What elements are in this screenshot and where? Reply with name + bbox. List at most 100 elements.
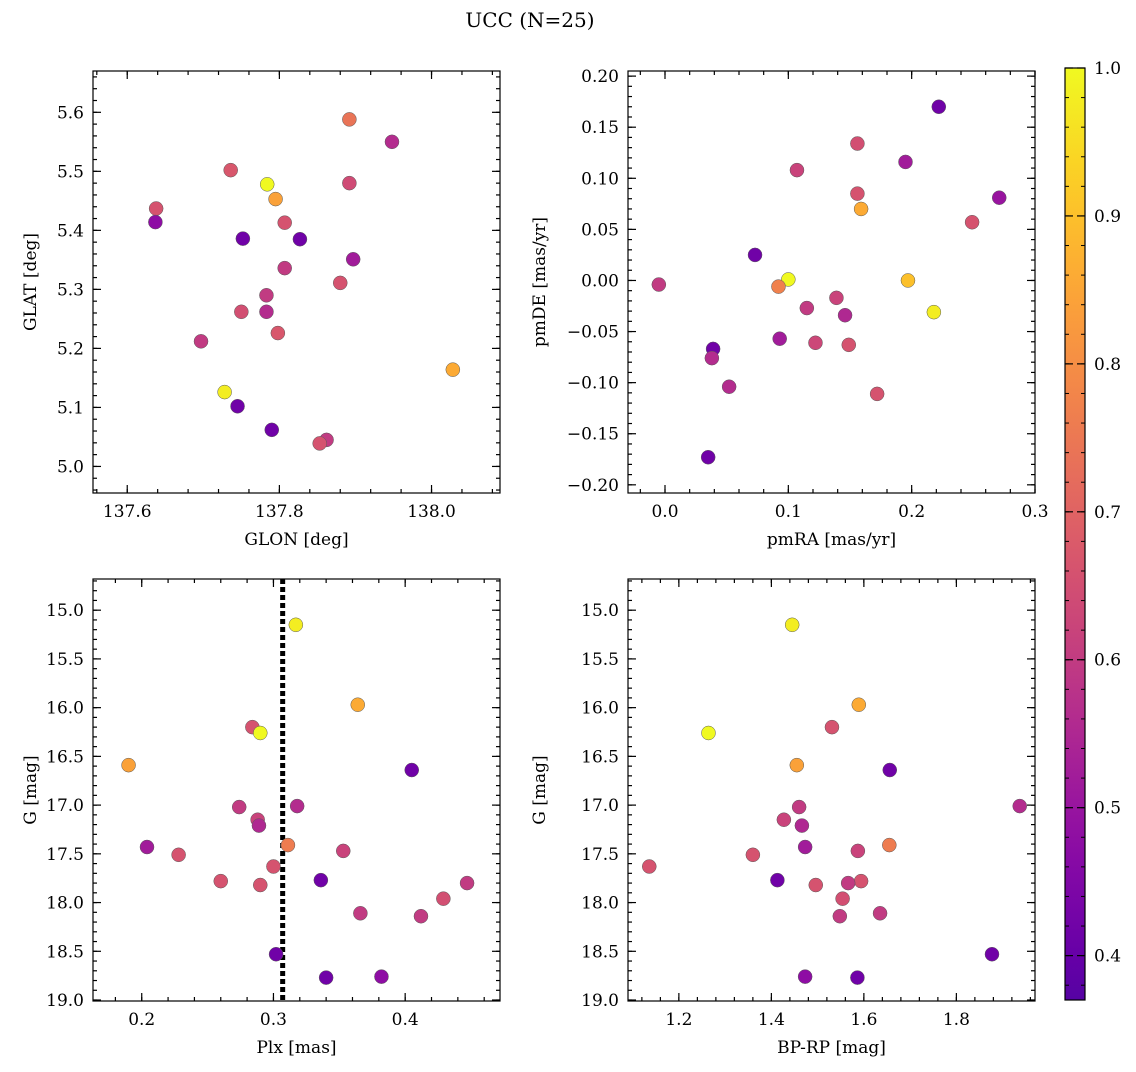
- scatter-point: [789, 757, 805, 773]
- plot-frame: [92, 70, 501, 494]
- y-tick-label: 19.0: [46, 991, 84, 1011]
- scatter-point: [898, 154, 913, 170]
- scatter-points: [642, 617, 1027, 985]
- scatter-point: [259, 177, 275, 192]
- scatter-point: [148, 201, 164, 216]
- scatter-point: [374, 969, 389, 984]
- scatter-point: [853, 201, 869, 217]
- scatter-point: [850, 186, 865, 201]
- scatter-point: [459, 875, 475, 891]
- scatter-points: [148, 112, 461, 451]
- y-tick-label: 0.05: [581, 220, 619, 240]
- scatter-point: [318, 970, 334, 985]
- x-tick-label: 137.8: [255, 502, 304, 522]
- x-tick-label: 1.4: [758, 1010, 785, 1030]
- x-axis-label: Plx [mas]: [256, 1038, 336, 1058]
- scatter-point: [235, 231, 251, 246]
- scatter-point: [832, 908, 848, 924]
- y-axis-label: pmDE [mas/yr]: [530, 217, 550, 347]
- scatter-point: [747, 247, 763, 263]
- scatter-point: [213, 873, 229, 889]
- scatter-point: [353, 906, 368, 921]
- y-tick-label: −0.10: [567, 374, 619, 394]
- scatter-point: [797, 839, 813, 855]
- scatter-point: [289, 798, 305, 814]
- scatter-point: [837, 307, 853, 323]
- scatter-point: [824, 719, 840, 735]
- colorbar-tick-label: 0.6: [1094, 651, 1121, 671]
- scatter-point: [268, 946, 284, 962]
- figure-title: UCC (N=25): [465, 8, 594, 32]
- scatter-point: [808, 877, 824, 893]
- scatter-point: [384, 134, 400, 150]
- scatter-point: [336, 843, 351, 859]
- scatter-point: [259, 288, 274, 303]
- colorbar-tick-label: 1.0: [1094, 59, 1121, 79]
- x-tick-label: 0.4: [392, 1010, 419, 1030]
- panel-bprp-g: 1.2 1.4 1.6 1.8 15.0 15.5 16.0 16.5 17.0 17.5 18.0…: [530, 578, 1036, 1058]
- scatter-point: [288, 617, 304, 633]
- y-tick-label: −0.05: [567, 323, 619, 343]
- scatter-point: [277, 260, 292, 276]
- scatter-point: [808, 335, 823, 351]
- y-tick-label: 17.5: [46, 845, 84, 865]
- scatter-point: [789, 162, 805, 178]
- scatter-point: [332, 275, 348, 291]
- y-axis-label: G [mag]: [21, 755, 41, 824]
- scatter-point: [404, 762, 420, 778]
- x-tick-label: 1.8: [943, 1010, 970, 1030]
- axis-ticks: [93, 71, 500, 493]
- scatter-point: [350, 697, 365, 712]
- x-tick-label: 138.0: [407, 502, 456, 522]
- colorbar-gradient: [1064, 67, 1086, 1001]
- scatter-point: [850, 970, 865, 985]
- scatter-point: [139, 839, 155, 855]
- scatter-point: [869, 386, 885, 402]
- y-tick-label: 18.5: [581, 942, 619, 962]
- scatter-point: [270, 325, 286, 341]
- scatter-point: [121, 757, 136, 773]
- scatter-point: [841, 337, 857, 353]
- y-tick-label: 15.5: [581, 650, 619, 670]
- scatter-point: [280, 837, 296, 853]
- scatter-points: [651, 99, 1007, 465]
- scatter-point: [259, 304, 274, 320]
- y-tick-label: −0.20: [567, 476, 619, 496]
- scatter-point: [292, 231, 308, 247]
- plot-frame: [627, 578, 1036, 1002]
- y-tick-label: 5.5: [57, 162, 84, 182]
- scatter-point: [445, 362, 461, 377]
- panels: 137.6 137.8 138.0 5.0 5.1 5.2 5.3 5.4 5.5 5.6 GLON…: [21, 67, 1049, 1058]
- scatter-point: [413, 908, 429, 924]
- scatter-point: [853, 873, 869, 889]
- x-tick-label: 0.2: [128, 1010, 155, 1030]
- x-axis-label: pmRA [mas/yr]: [767, 530, 896, 550]
- scatter-point: [268, 191, 283, 207]
- y-tick-label: −0.15: [567, 425, 619, 445]
- y-tick-label: 5.0: [57, 457, 84, 477]
- scatter-point: [264, 422, 280, 438]
- scatter-point: [991, 190, 1007, 205]
- scatter-point: [835, 891, 850, 906]
- scatter-point: [700, 449, 716, 465]
- scatter-point: [791, 799, 807, 815]
- scatter-point: [1012, 798, 1027, 814]
- y-tick-label: 5.6: [57, 103, 84, 123]
- scatter-point: [312, 436, 327, 451]
- x-axis-label: BP-RP [mag]: [777, 1038, 886, 1058]
- scatter-point: [277, 215, 292, 230]
- plot-frame: [92, 578, 501, 1002]
- scatter-point: [704, 350, 720, 366]
- scatter-point: [772, 331, 787, 346]
- x-tick-label: 1.2: [665, 1010, 692, 1030]
- colorbar-tick-label: 0.7: [1094, 503, 1121, 523]
- y-tick-label: 17.0: [46, 796, 84, 816]
- scatter-point: [984, 946, 1000, 962]
- x-tick-label: 0.1: [775, 502, 802, 522]
- scatter-point: [345, 252, 361, 267]
- y-tick-label: 15.5: [46, 650, 84, 670]
- x-tick-label: 0.3: [260, 1010, 287, 1030]
- y-tick-label: 5.2: [57, 339, 84, 359]
- x-tick-label: 0.2: [898, 502, 925, 522]
